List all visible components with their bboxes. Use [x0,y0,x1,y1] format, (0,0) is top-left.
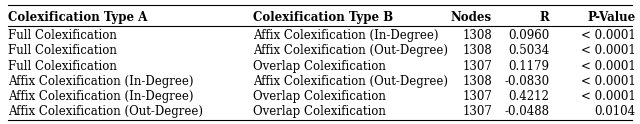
Text: P-Value: P-Value [587,11,636,24]
Text: < 0.0001: < 0.0001 [580,60,636,73]
Text: R: R [540,11,549,24]
Text: -0.0830: -0.0830 [504,75,549,88]
Text: Affix Colexification (Out-Degree): Affix Colexification (Out-Degree) [253,75,448,88]
Text: 1308: 1308 [462,44,492,57]
Text: Affix Colexification (Out-Degree): Affix Colexification (Out-Degree) [253,44,448,57]
Text: Full Colexification: Full Colexification [8,60,116,73]
Text: 1308: 1308 [462,75,492,88]
Text: 0.0104: 0.0104 [595,105,636,118]
Text: Affix Colexification (Out-Degree): Affix Colexification (Out-Degree) [8,105,203,118]
Text: Colexification Type B: Colexification Type B [253,11,393,24]
Text: 0.0960: 0.0960 [508,29,549,42]
Text: Affix Colexification (In-Degree): Affix Colexification (In-Degree) [253,29,438,42]
Text: < 0.0001: < 0.0001 [580,90,636,103]
Text: 0.4212: 0.4212 [509,90,549,103]
Text: Nodes: Nodes [451,11,492,24]
Text: < 0.0001: < 0.0001 [580,75,636,88]
Text: < 0.0001: < 0.0001 [580,29,636,42]
Text: 1307: 1307 [462,105,492,118]
Text: Full Colexification: Full Colexification [8,44,116,57]
Text: Overlap Colexification: Overlap Colexification [253,90,386,103]
Text: 1307: 1307 [462,90,492,103]
Text: Full Colexification: Full Colexification [8,29,116,42]
Text: 1308: 1308 [462,29,492,42]
Text: Overlap Colexification: Overlap Colexification [253,105,386,118]
Text: -0.0488: -0.0488 [504,105,549,118]
Text: 0.5034: 0.5034 [508,44,549,57]
Text: Affix Colexification (In-Degree): Affix Colexification (In-Degree) [8,90,193,103]
Text: Colexification Type A: Colexification Type A [8,11,147,24]
Text: Affix Colexification (In-Degree): Affix Colexification (In-Degree) [8,75,193,88]
Text: Overlap Colexification: Overlap Colexification [253,60,386,73]
Text: < 0.0001: < 0.0001 [580,44,636,57]
Text: 1307: 1307 [462,60,492,73]
Text: 0.1179: 0.1179 [508,60,549,73]
